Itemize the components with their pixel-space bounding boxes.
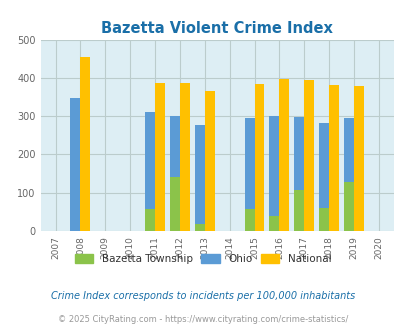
Bar xyxy=(343,118,353,231)
Bar xyxy=(145,209,155,231)
Bar xyxy=(145,112,155,231)
Bar xyxy=(254,84,264,231)
Bar xyxy=(244,209,254,231)
Bar xyxy=(80,57,90,231)
Text: © 2025 CityRating.com - https://www.cityrating.com/crime-statistics/: © 2025 CityRating.com - https://www.city… xyxy=(58,315,347,324)
Bar xyxy=(179,83,190,231)
Bar xyxy=(204,90,214,231)
Bar xyxy=(269,116,279,231)
Bar xyxy=(294,190,303,231)
Bar xyxy=(328,85,338,231)
Bar xyxy=(353,86,363,231)
Bar xyxy=(343,182,353,231)
Bar xyxy=(279,79,289,231)
Bar xyxy=(170,177,179,231)
Bar xyxy=(194,224,204,231)
Bar xyxy=(170,116,179,231)
Legend: Bazetta Township, Ohio, National: Bazetta Township, Ohio, National xyxy=(75,253,330,264)
Bar xyxy=(194,125,204,231)
Bar xyxy=(155,83,164,231)
Bar xyxy=(318,208,328,231)
Bar xyxy=(303,80,313,231)
Bar xyxy=(70,98,80,231)
Text: Crime Index corresponds to incidents per 100,000 inhabitants: Crime Index corresponds to incidents per… xyxy=(51,291,354,301)
Bar xyxy=(244,118,254,231)
Title: Bazetta Violent Crime Index: Bazetta Violent Crime Index xyxy=(101,21,333,36)
Bar xyxy=(318,123,328,231)
Bar xyxy=(294,117,303,231)
Bar xyxy=(269,216,279,231)
